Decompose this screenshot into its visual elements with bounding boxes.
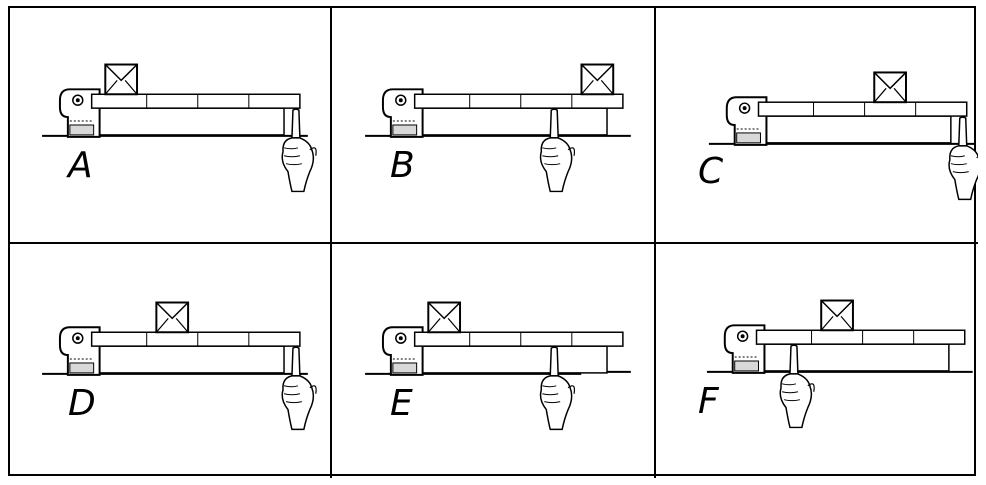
panel-label: E: [390, 383, 413, 424]
hand-icon: [539, 346, 576, 431]
panel-f: F: [656, 244, 978, 478]
scale-foot: [734, 360, 759, 372]
panel-scene: [42, 301, 317, 431]
scale-base: [421, 107, 608, 136]
pivot-center: [75, 98, 80, 103]
panel-scene: [706, 299, 973, 429]
scale-beam: [755, 329, 966, 345]
parcel-icon: [820, 299, 854, 332]
panel-label: D: [68, 383, 96, 424]
hand-icon: [948, 116, 978, 201]
scale-assembly: [708, 71, 978, 201]
scale-foot: [69, 362, 95, 374]
hand-icon: [281, 108, 317, 193]
scale-beam: [757, 101, 968, 117]
hand-icon: [539, 108, 576, 193]
parcel-icon: [104, 63, 139, 96]
parcel-icon: [873, 71, 907, 104]
panel-b: B: [332, 8, 656, 244]
panel-scene: [365, 63, 631, 193]
pivot-center: [742, 106, 747, 111]
panel-scene: [708, 71, 978, 201]
scale-assembly: [365, 301, 631, 431]
scale-assembly: [42, 301, 317, 431]
panel-label: F: [698, 381, 719, 422]
scale-base: [98, 345, 285, 374]
pivot-center: [740, 334, 745, 339]
scale-foot: [392, 124, 418, 136]
pivot-center: [398, 98, 403, 103]
scale-assembly: [706, 299, 973, 429]
parcel-icon: [580, 63, 615, 96]
panel-label: B: [390, 145, 415, 186]
panel-d: D: [10, 244, 332, 478]
panel-e: E: [332, 244, 656, 478]
scale-assembly: [365, 63, 631, 193]
panel-c: C: [656, 8, 978, 244]
pivot-center: [75, 336, 80, 341]
parcel-icon: [427, 301, 462, 334]
scale-foot: [69, 124, 95, 136]
scale-beam: [413, 93, 624, 109]
panel-label: C: [698, 151, 724, 192]
scale-base: [421, 345, 608, 374]
panel-scene: [365, 301, 631, 431]
panel-scene: [42, 63, 317, 193]
scale-assembly: [42, 63, 317, 193]
parcel-icon: [155, 301, 190, 334]
scale-base: [765, 115, 952, 144]
scale-beam: [90, 331, 301, 347]
scale-foot: [392, 362, 418, 374]
scale-beam: [90, 93, 301, 109]
pivot-center: [398, 336, 403, 341]
scale-foot: [736, 132, 761, 144]
diagram-grid: A B C D E F: [8, 6, 978, 478]
hand-icon: [281, 346, 317, 431]
panel-a: A: [10, 8, 332, 244]
hand-icon: [779, 344, 815, 429]
scale-base: [98, 107, 285, 136]
scale-beam: [413, 331, 624, 347]
panel-label: A: [68, 145, 93, 186]
